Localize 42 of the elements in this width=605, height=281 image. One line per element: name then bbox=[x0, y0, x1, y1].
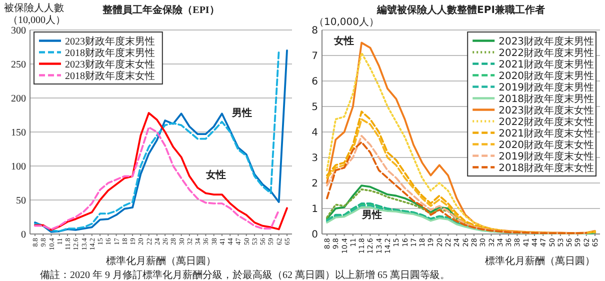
legend-label: 2023財政年度末男性 bbox=[498, 35, 594, 48]
y-axis-title: 被保險人人數（10,000人） bbox=[4, 2, 66, 26]
annotation: 男性 bbox=[231, 107, 252, 119]
x-axis-title: 標準化月薪酬（萬日圓） bbox=[485, 255, 595, 267]
legend-label: 2018財政年度末男性 bbox=[498, 92, 594, 105]
legend-label: 2023财政年度末女性 bbox=[65, 58, 155, 70]
y-tick-label: 1 bbox=[312, 204, 318, 215]
y-tick-label: 300 bbox=[11, 26, 26, 36]
y-tick-label: 5 bbox=[312, 102, 318, 113]
legend-label: 2018財政年度末女性 bbox=[498, 162, 594, 174]
legend-label: 2020財政年度末女性 bbox=[498, 138, 594, 151]
y-tick-label: 3 bbox=[312, 153, 318, 164]
y-tick-label: 50 bbox=[16, 196, 26, 206]
annotation: 女性 bbox=[333, 35, 354, 47]
y-tick-label: 2 bbox=[312, 178, 318, 190]
legend-label: 2022財政年度末男性 bbox=[498, 46, 594, 59]
legend-label: 2019財政年度末女性 bbox=[498, 150, 594, 162]
legend-label: 2022財政年度末女性 bbox=[498, 116, 594, 128]
legend-label: 2021財政年度末男性 bbox=[498, 58, 594, 70]
legend-label: 2023財政年度末女性 bbox=[498, 104, 594, 116]
annotation: 男性 bbox=[361, 209, 382, 221]
legend-label: 2020財政年度末男性 bbox=[498, 70, 594, 82]
chart-title: 整體員工年金保險（EPI） bbox=[102, 4, 220, 16]
y-tick-label: 200 bbox=[11, 94, 26, 104]
legend-label: 2023财政年度末男性 bbox=[65, 35, 155, 48]
y-tick-label: 0 bbox=[312, 230, 318, 240]
y-tick-label: 4 bbox=[312, 128, 318, 138]
y-tick-label: 7 bbox=[312, 51, 318, 62]
y-tick-label: 250 bbox=[11, 60, 26, 70]
annotation: 女性 bbox=[205, 169, 226, 181]
y-tick-label: 100 bbox=[11, 162, 26, 172]
y-tick-label: 150 bbox=[11, 128, 26, 138]
y-tick-label: 0 bbox=[21, 230, 26, 240]
y-tick-label: 6 bbox=[312, 76, 318, 88]
y-tick-label: 8 bbox=[312, 26, 318, 36]
legend-label: 2018财政年度末女性 bbox=[65, 70, 155, 82]
x-axis-title: 標準化月薪酬（萬日圓） bbox=[106, 255, 216, 267]
legend-label: 2019財政年度末男性 bbox=[498, 81, 594, 94]
legend-label: 2018财政年度末男性 bbox=[65, 46, 155, 59]
text: 備註：2020 年 9 月修訂標準化月薪酬分級，於最高級（62 萬日圓）以上新增 65 萬日圓等級。 bbox=[40, 269, 450, 281]
legend-label: 2021財政年度末女性 bbox=[498, 127, 594, 140]
chart-title: 編號被保險人人數整體EPI兼職工作者 bbox=[376, 4, 545, 16]
